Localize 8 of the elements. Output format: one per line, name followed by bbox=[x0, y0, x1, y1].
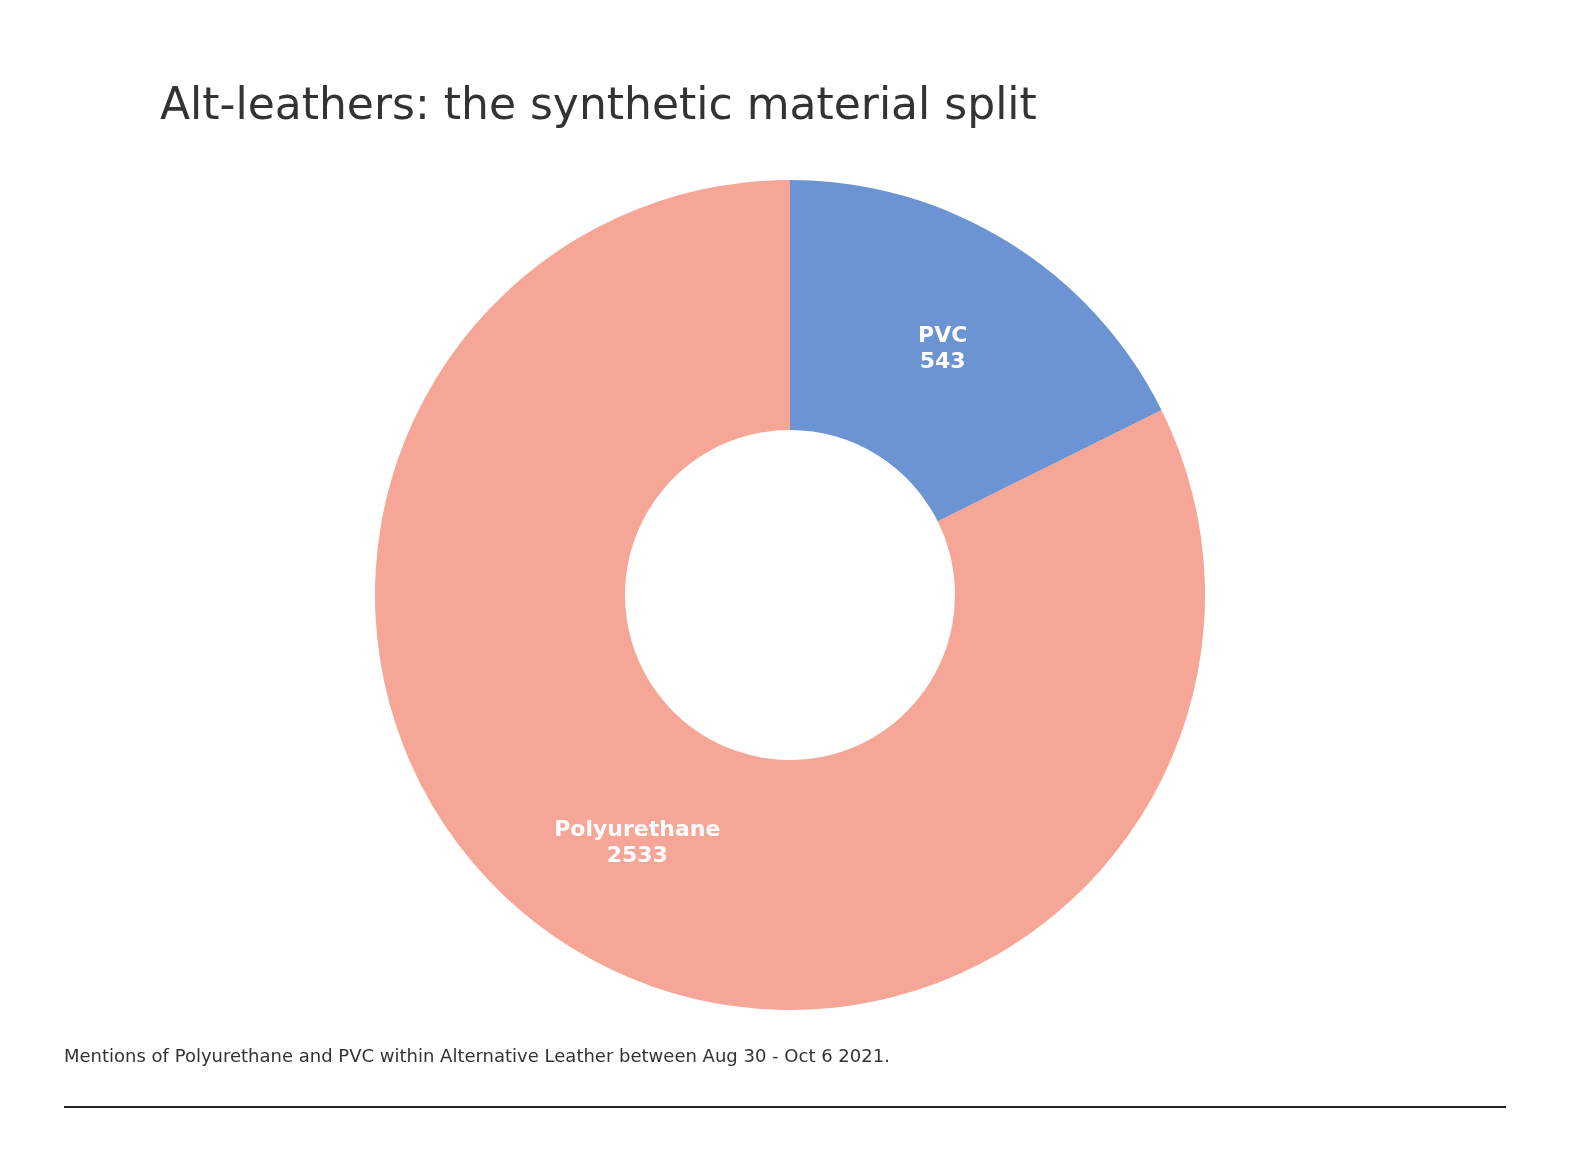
donut-slice bbox=[790, 180, 1162, 522]
data-label: 2533 bbox=[606, 841, 668, 867]
slice-label: Polyurethane bbox=[554, 815, 721, 841]
donut-slice bbox=[375, 180, 1205, 1010]
chart-title: Alt-leathers: the synthetic material split bbox=[160, 78, 1037, 129]
text: Mentions of Polyurethane and PVC within Alternative Leather between Aug 30 - Oct 6 2021. bbox=[64, 1044, 891, 1068]
slice-label: PVC bbox=[918, 322, 968, 348]
data-label: 543 bbox=[919, 348, 966, 374]
